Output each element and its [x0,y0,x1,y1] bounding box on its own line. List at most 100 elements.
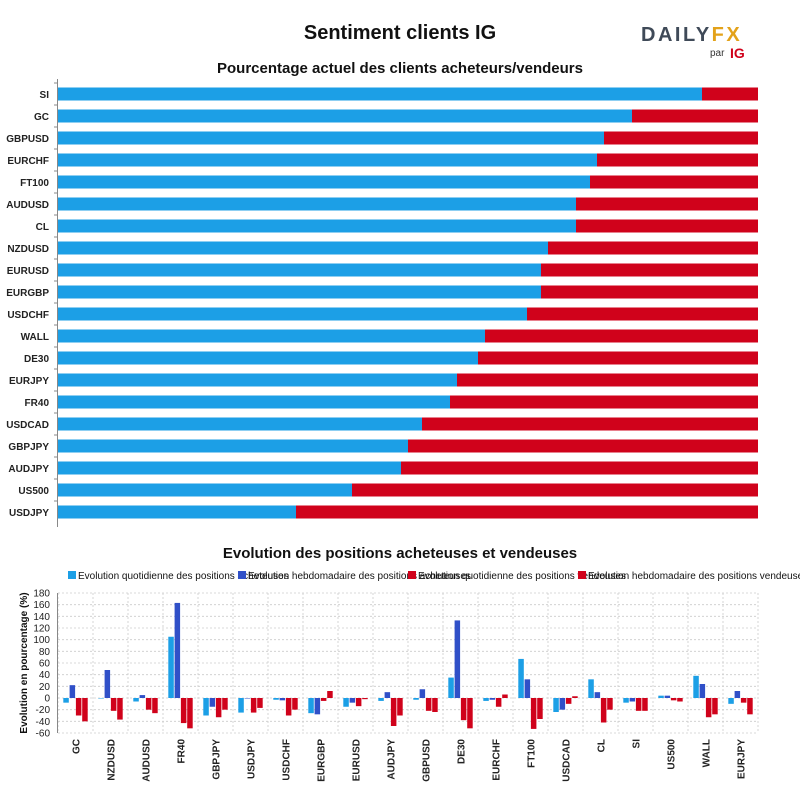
sell-bar [422,417,758,431]
sell-bar [352,483,758,497]
change-bar [349,698,356,703]
buy-bar [58,109,632,123]
buy-bar [58,87,702,101]
legend-label: Evolution hebdomadaire des positions ven… [588,571,800,582]
change-bar [133,698,139,702]
change-bar [495,698,502,707]
category-label: DE30 [457,739,468,764]
change-bar [203,698,209,716]
change-bar [180,698,187,724]
legend-label: Evolution hebdomadaire des positions ach… [248,571,471,582]
category-label: USDCHF [282,739,293,781]
category-label: GBPJPY [212,739,223,780]
category-label: USDCHF [7,310,49,321]
change-bar [174,602,181,698]
category-label: EURCHF [7,156,49,167]
category-label: USDCAD [6,420,49,431]
change-bar [209,698,216,707]
change-bar [250,698,257,713]
buy-bar [58,241,548,255]
change-bar [448,677,454,698]
change-bar [397,698,403,716]
category-label: NZDUSD [7,244,49,255]
category-label: FT100 [20,178,49,189]
logo-brand: DAILYFX [641,24,742,47]
logo-ig: IG [730,45,745,61]
change-bar [712,698,718,715]
change-bar [489,698,496,700]
sell-bar [457,373,758,387]
change-bar [530,698,537,729]
category-label: AUDJPY [387,739,398,780]
category-label: WALL [702,739,713,767]
change-bar [635,698,642,711]
change-bar [273,698,279,700]
change-bar [454,620,461,698]
sell-bar [548,241,758,255]
buy-bar [58,439,408,453]
buy-bar [58,175,590,189]
y-tick-label: 140 [33,612,50,623]
change-bar [152,698,158,714]
logo-par: par [710,48,725,59]
legend-label: Evolution quotidienne des positions ache… [78,571,289,582]
buy-bar [58,263,541,277]
change-bar [98,698,104,699]
category-label: AUDUSD [6,200,49,211]
change-bar [69,685,76,698]
sell-bar [541,285,758,299]
y-tick-label: -20 [36,705,51,716]
change-bar [257,698,263,708]
y-tick-label: 120 [33,624,50,635]
y-tick-label: 60 [39,659,51,670]
change-bar [117,698,123,720]
change-bar [292,698,298,710]
change-bar [139,695,146,698]
category-label: GBPJPY [8,442,49,453]
sell-bar [590,175,758,189]
chart1-title: Pourcentage actuel des clients acheteurs… [217,60,583,77]
category-label: CL [597,739,608,752]
category-label: US500 [667,739,678,770]
change-bar [502,694,508,698]
change-bar [314,698,321,715]
sell-bar [541,263,758,277]
change-bar [425,698,432,711]
y-tick-label: 160 [33,600,50,611]
category-label: AUDJPY [8,464,49,475]
change-bar [693,675,699,698]
change-bar [384,692,391,698]
buy-bar [58,505,296,519]
legend-swatch [68,571,76,579]
buy-bar [58,131,604,145]
change-bar [594,692,601,698]
change-bar [740,698,747,703]
change-bar [664,695,671,698]
buy-bar [58,351,478,365]
y-tick-label: 40 [39,670,51,681]
change-bar [483,698,489,701]
buy-bar [58,329,485,343]
change-bar [629,698,636,702]
change-bar [559,698,566,710]
category-label: SI [632,739,643,749]
buy-bar [58,373,457,387]
buy-bar [58,153,597,167]
change-bar [658,695,664,698]
change-bar [244,698,251,699]
change-bar [308,698,314,714]
change-bar [734,691,741,698]
change-bar [238,698,244,713]
category-label: AUDUSD [142,739,153,782]
logo-brand-accent: FX [711,24,743,46]
category-label: WALL [21,332,49,343]
y-axis-title: Evolution en pourcentage (%) [19,592,30,733]
change-bar [747,698,753,715]
change-bar [82,698,88,722]
category-label: EURGBP [317,739,328,782]
change-bar [104,670,111,698]
category-label: FR40 [25,398,50,409]
change-bar [600,698,607,723]
sell-bar [296,505,758,519]
